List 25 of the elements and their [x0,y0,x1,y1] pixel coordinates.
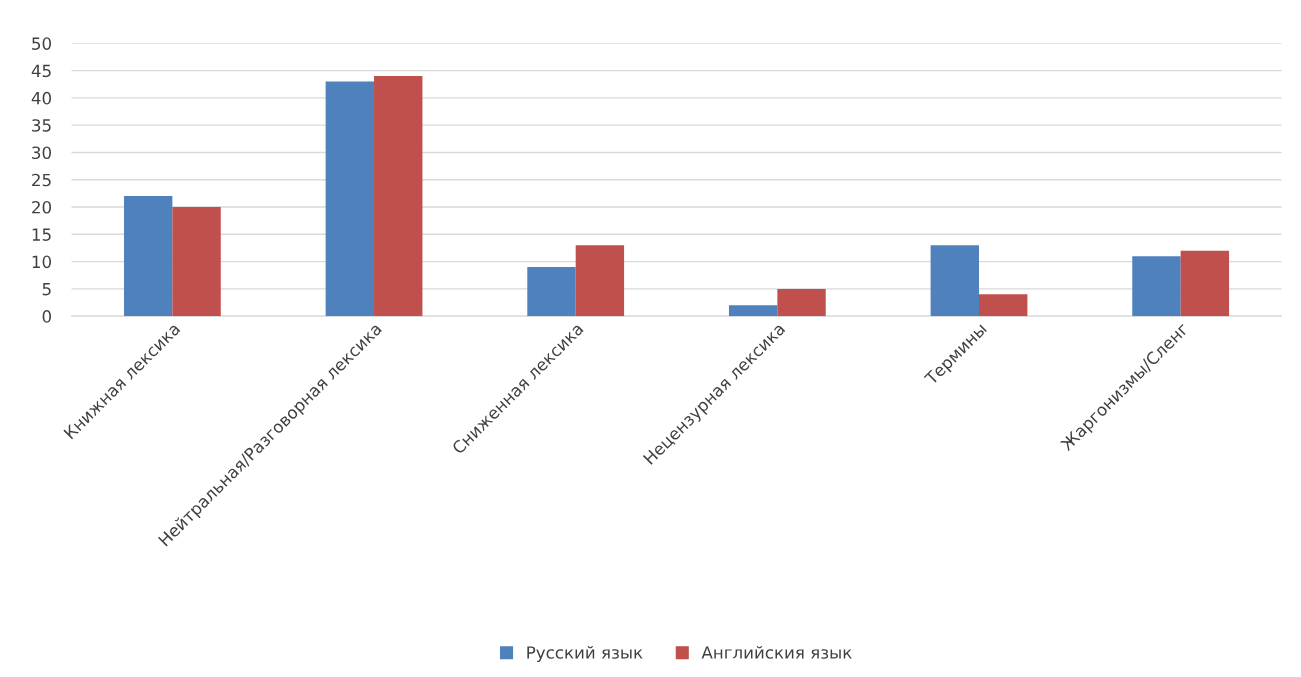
y-tick-label: 5 [42,283,51,296]
bar [527,267,576,317]
bar [777,288,826,317]
bar [325,81,375,317]
y-tick-label: 40 [31,91,51,105]
y-tick-label: 35 [32,119,51,132]
bar [374,76,423,317]
y-tick-label: 30 [32,146,51,160]
y-tick-label: 15 [32,228,51,241]
y-tick-label: 20 [32,200,51,214]
legend-label: Английския язык [701,645,852,659]
bar [979,294,1028,317]
legend-label: Русский язык [527,645,643,662]
y-tick-label: 45 [31,64,51,78]
bar [575,245,625,317]
bar [1180,250,1230,317]
y-tick-label: 50 [32,37,51,50]
bar [172,207,221,317]
bar [930,245,979,317]
bar [1132,256,1181,317]
y-tick-label: 25 [32,173,51,187]
bar [123,196,173,317]
y-tick-label: 0 [42,310,51,323]
bar [728,305,778,317]
y-tick-label: 10 [32,255,51,269]
